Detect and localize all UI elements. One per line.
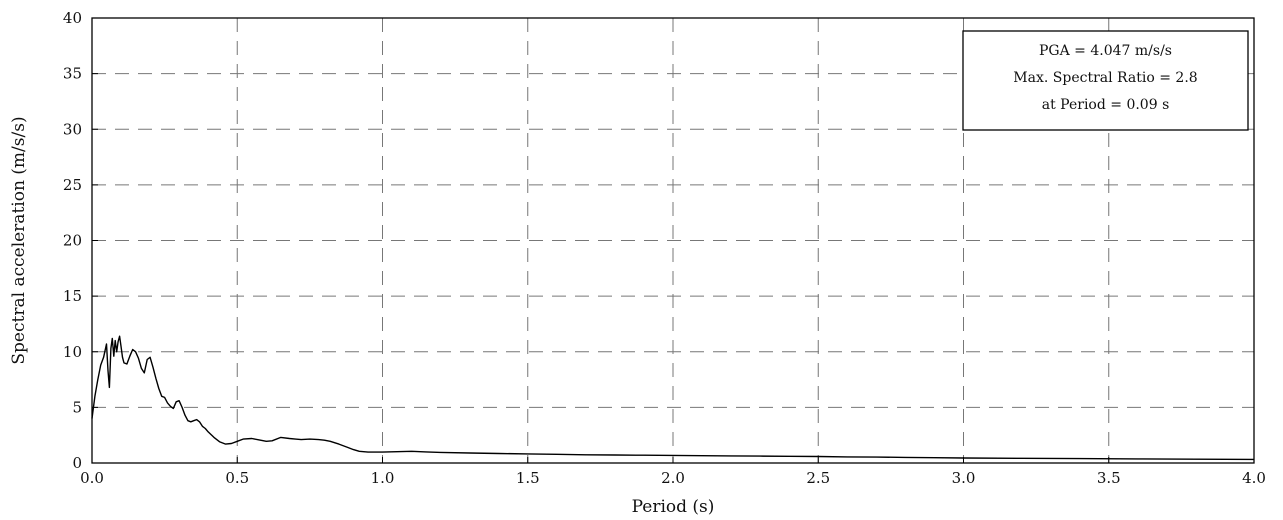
x-tick-label: 2.5 [806,469,830,487]
y-tick-label: 40 [63,9,82,27]
x-axis-title: Period (s) [632,497,715,517]
annotation-line-period: at Period = 0.09 s [1042,97,1170,113]
y-tick-label: 5 [72,398,82,416]
grid [92,18,1254,463]
y-tick-label: 35 [63,65,82,83]
y-tick-label: 10 [63,343,82,361]
x-tick-label: 0.5 [225,469,249,487]
x-tick-label: 2.0 [661,469,685,487]
y-tick-label: 0 [72,454,82,472]
series-layer [91,335,1255,461]
annotation-box: PGA = 4.047 m/s/s Max. Spectral Ratio = … [962,30,1249,131]
y-axis-ticks: 0 5 10 15 20 25 30 35 40 [63,9,98,472]
y-axis-title: Spectral acceleration (m/s/s) [9,116,29,364]
x-axis-ticks: 0.0 0.5 1.0 1.5 2.0 2.5 3.0 3.5 4.0 [80,457,1266,487]
y-tick-label: 20 [63,232,82,250]
x-tick-label: 1.0 [371,469,395,487]
annotation-frame [962,30,1249,131]
x-tick-label: 3.5 [1097,469,1121,487]
y-tick-label: 30 [63,120,82,138]
x-tick-label: 1.5 [516,469,540,487]
x-tick-label: 3.0 [952,469,976,487]
y-tick-label: 25 [63,176,82,194]
spectrum-line [91,335,1255,461]
x-tick-label: 0.0 [80,469,104,487]
annotation-line-ratio: Max. Spectral Ratio = 2.8 [1013,70,1197,86]
y-tick-label: 15 [63,287,82,305]
annotation-line-pga: PGA = 4.047 m/s/s [1039,43,1172,59]
x-tick-label: 4.0 [1242,469,1266,487]
